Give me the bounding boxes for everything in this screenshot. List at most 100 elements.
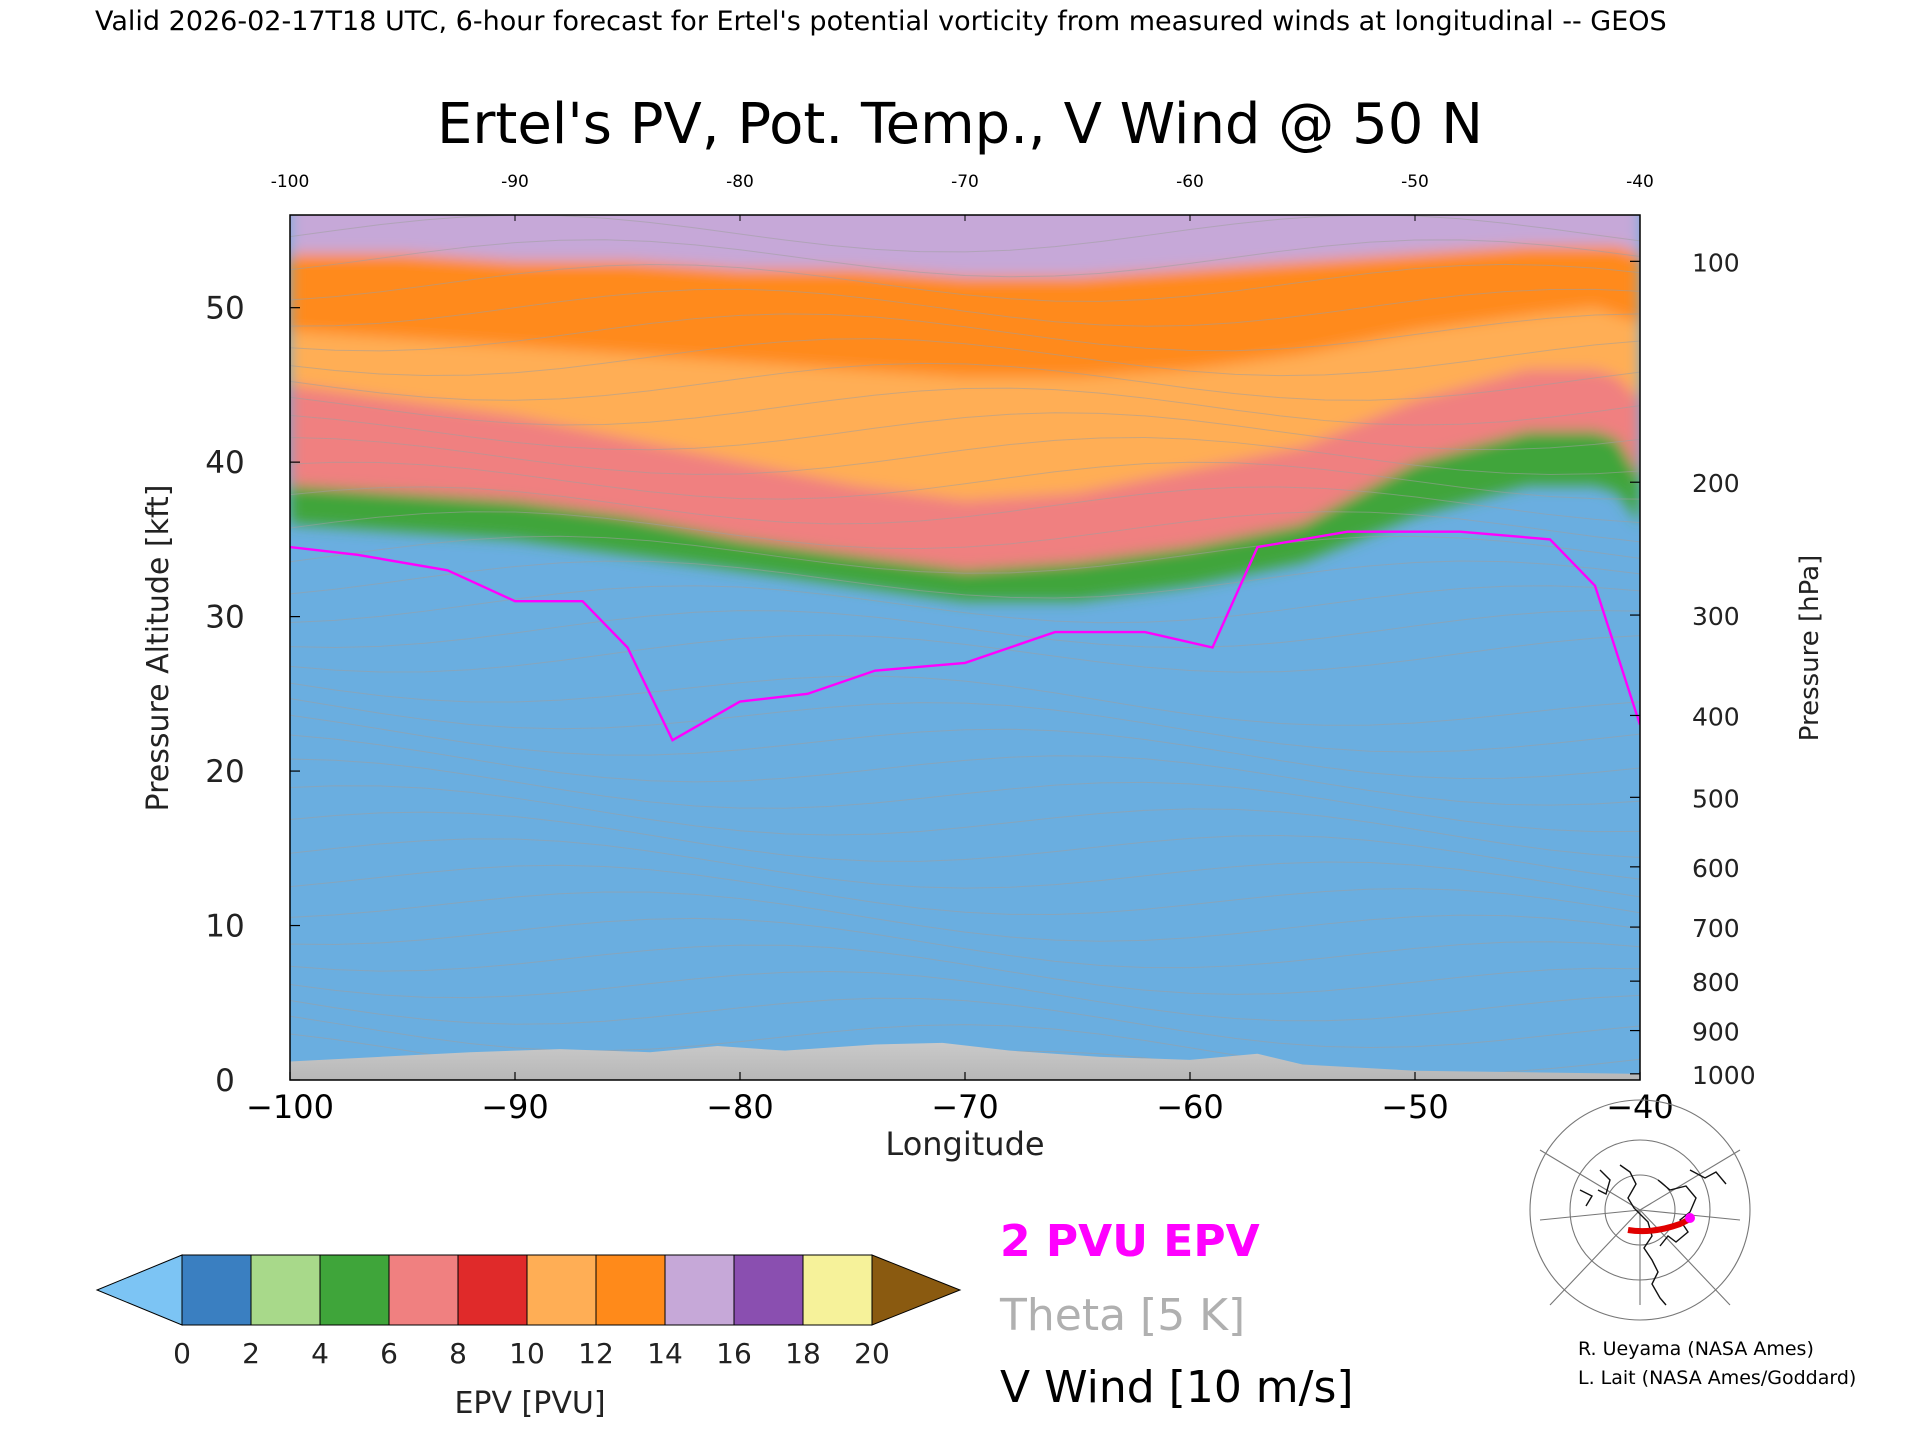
colorbar-segment xyxy=(526,1254,597,1326)
y-tick-label: 30 xyxy=(205,600,244,636)
colorbar-segment xyxy=(595,1254,666,1326)
theta-contour xyxy=(290,436,1640,475)
theta-contour xyxy=(290,634,1640,673)
x-tick-label: −100 xyxy=(246,1088,334,1126)
theta-contour xyxy=(290,585,1640,624)
pressure-tick-label: 600 xyxy=(1692,854,1740,883)
theta-contour xyxy=(290,734,1640,806)
theta-contour xyxy=(290,811,1640,880)
colorbar-tick-label: 10 xyxy=(509,1337,545,1370)
theta-contour xyxy=(290,486,1640,525)
locator-map-end-marker xyxy=(1685,1213,1695,1223)
theta-contour xyxy=(290,412,1640,451)
theta-contour xyxy=(290,864,1640,916)
y-axis-label: Pressure Altitude [kft] xyxy=(141,485,176,812)
terrain-surface xyxy=(290,1042,1640,1080)
theta-contour xyxy=(290,288,1640,327)
theta-contour xyxy=(290,239,1640,278)
pressure-tick-label: 1000 xyxy=(1692,1061,1756,1090)
theta-contour xyxy=(290,338,1640,377)
theta-contour xyxy=(290,917,1640,969)
legend-theta: Theta [5 K] xyxy=(999,1290,1245,1341)
theta-contour xyxy=(290,698,1640,753)
colorbar-tick-label: 0 xyxy=(173,1337,191,1370)
x-top-tick-label: -90 xyxy=(501,172,529,192)
colorbar-label: EPV [PVU] xyxy=(454,1386,605,1421)
colorbar-segment xyxy=(388,1254,459,1326)
x-tick-label: −90 xyxy=(481,1088,549,1126)
colorbar-tick-label: 4 xyxy=(311,1337,329,1370)
theta-contour xyxy=(290,313,1640,352)
colorbar-segment xyxy=(250,1254,321,1326)
chart-title: Ertel's PV, Pot. Temp., V Wind @ 50 N xyxy=(437,92,1483,157)
colorbar-tick-label: 2 xyxy=(242,1337,260,1370)
y-tick-label: 0 xyxy=(215,1063,235,1099)
epv-band-14pvu xyxy=(290,215,1640,277)
tropopause-2pvu-contour xyxy=(290,530,1640,742)
y2-axis-label: Pressure [hPa] xyxy=(1795,555,1825,742)
x-top-tick-label: -40 xyxy=(1626,172,1654,192)
pressure-axis: 100 200 300 400 500 600 700 800 900 1000 xyxy=(1630,248,1756,1090)
colorbar-tick-label: 20 xyxy=(854,1337,890,1370)
x-tick-label: −80 xyxy=(706,1088,774,1126)
y-tick-label: 50 xyxy=(205,291,244,327)
pressure-tick-label: 500 xyxy=(1692,784,1740,813)
y-tick-label: 20 xyxy=(205,754,244,790)
theta-contour xyxy=(290,785,1640,858)
legend-2pvu: 2 PVU EPV xyxy=(1000,1216,1260,1267)
theta-contour xyxy=(290,891,1640,942)
locator-map-graticule xyxy=(1529,1099,1751,1321)
theta-contour xyxy=(290,675,1640,726)
pressure-tick-label: 800 xyxy=(1692,968,1740,997)
theta-contour xyxy=(290,560,1640,599)
colorbar-tick-label: 6 xyxy=(380,1337,398,1370)
pressure-tick-label: 900 xyxy=(1692,1018,1740,1047)
x-tick-label: −70 xyxy=(931,1088,999,1126)
colorbar-segment xyxy=(733,1254,804,1326)
x-top-tick-label: -50 xyxy=(1401,172,1429,192)
theta-contour xyxy=(290,535,1640,574)
colorbar-segment xyxy=(802,1254,873,1326)
x-top-tick-label: -80 xyxy=(726,172,754,192)
legend-vwind: V Wind [10 m/s] xyxy=(1000,1362,1354,1413)
credit-line-2: L. Lait (NASA Ames/Goddard) xyxy=(1578,1367,1856,1389)
x-top-tick-label: -60 xyxy=(1176,172,1204,192)
x-tick-label: −40 xyxy=(1606,1088,1674,1126)
x-axis: −100 −90 −80 −70 −60 −50 −40 xyxy=(246,1072,1674,1126)
y-axis: 0 10 20 30 40 50 xyxy=(205,291,300,1099)
x-tick-label: −50 xyxy=(1381,1088,1449,1126)
colorbar: 0 2 4 6 8 10 12 14 16 18 20 xyxy=(95,1254,962,1370)
pressure-tick-label: 300 xyxy=(1692,602,1740,631)
pressure-tick-label: 700 xyxy=(1692,914,1740,943)
colorbar-segment xyxy=(181,1254,252,1326)
colorbar-tick-label: 18 xyxy=(785,1337,821,1370)
colorbar-tick-label: 12 xyxy=(578,1337,614,1370)
theta-contour xyxy=(290,714,1640,779)
theta-contour xyxy=(290,758,1640,833)
theta-contour xyxy=(290,362,1640,401)
x-top-axis: -100 -90 -80 -70 -60 -50 -40 xyxy=(271,172,1654,221)
colorbar-segment xyxy=(664,1254,735,1326)
theta-contour xyxy=(290,461,1640,500)
theta-contour xyxy=(290,511,1640,550)
y-tick-label: 10 xyxy=(205,909,244,945)
theta-contour xyxy=(290,838,1640,898)
theta-contour xyxy=(290,387,1640,426)
header-text: Valid 2026-02-17T18 UTC, 6-hour forecast… xyxy=(95,6,1667,37)
x-top-tick-label: -70 xyxy=(951,172,979,192)
pressure-tick-label: 200 xyxy=(1692,469,1740,498)
terrain xyxy=(290,1042,1640,1080)
x-top-tick-label: -100 xyxy=(271,172,310,192)
locator-map-transect xyxy=(1627,1215,1694,1235)
theta-contour xyxy=(290,263,1640,302)
colorbar-over-arrow xyxy=(871,1254,962,1326)
credit-line-1: R. Ueyama (NASA Ames) xyxy=(1578,1338,1814,1360)
x-tick-label: −60 xyxy=(1156,1088,1224,1126)
theta-contour xyxy=(290,609,1640,648)
colorbar-segment xyxy=(319,1254,390,1326)
pressure-tick-label: 400 xyxy=(1692,702,1740,731)
colorbar-tick-label: 16 xyxy=(716,1337,752,1370)
plot-area: −100 −90 −80 −70 −60 −50 −40 -100 -90 -80 -70 -60-… xyxy=(205,172,1755,1126)
y-tick-label: 40 xyxy=(205,445,244,481)
